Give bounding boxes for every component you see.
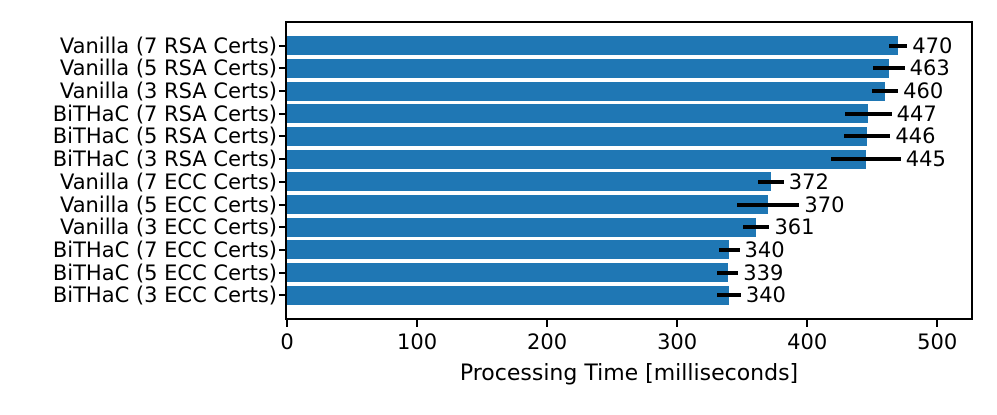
bar-value-label: 340 [744,237,785,262]
error-bar [718,247,740,252]
error-bar [736,202,800,207]
bar [287,195,769,215]
y-tick-label: BiTHaC (3 ECC Certs) [52,283,277,308]
y-tick-label: BiTHaC (7 RSA Certs) [52,101,277,126]
y-tick [279,158,287,161]
y-tick-label: BiTHaC (5 ECC Certs) [52,260,277,285]
plot-area: 470 463 460 447 446 445 372 370 361 340 339 340 [287,23,971,318]
y-tick-label: BiTHaC (7 ECC Certs) [52,237,277,262]
error-bar [743,225,770,230]
bar-value-label: 446 [895,124,936,149]
bar [287,149,866,169]
bar [287,285,730,305]
bar-value-label: 339 [743,260,784,285]
y-tick [279,180,287,183]
x-tick-label: 500 [917,330,958,354]
x-tick [416,318,419,327]
bar-value-label: 445 [905,147,946,172]
y-tick [279,135,287,138]
error-bar [757,179,784,184]
y-tick-label: Vanilla (3 ECC Certs) [59,215,277,240]
error-bar [843,134,891,139]
error-bar [844,111,892,116]
y-tick-label: Vanilla (5 RSA Certs) [59,56,277,81]
bar [287,240,730,260]
y-tick [279,203,287,206]
error-bar [717,270,739,275]
bar [287,36,899,56]
x-tick-label: 200 [527,330,568,354]
error-bar [717,293,741,298]
error-bar [873,66,905,71]
y-tick [279,294,287,297]
y-tick-label: Vanilla (5 ECC Certs) [59,192,277,217]
y-tick [279,44,287,47]
x-tick-label: 300 [657,330,698,354]
bar-value-label: 470 [912,33,953,58]
bar [287,58,890,78]
y-tick-label: Vanilla (7 RSA Certs) [59,33,277,58]
y-tick-label: Vanilla (7 ECC Certs) [59,169,277,194]
bar-value-label: 463 [909,56,950,81]
bar-value-label: 340 [745,283,786,308]
y-tick-label: Vanilla (3 RSA Certs) [59,79,277,104]
x-tick [936,318,939,327]
bar-value-label: 361 [774,215,815,240]
bar-value-label: 370 [804,192,845,217]
x-tick [546,318,549,327]
error-bar [872,89,899,94]
bar-value-label: 460 [903,79,944,104]
x-tick-label: 0 [280,330,294,354]
bar-value-label: 372 [788,169,829,194]
bar-value-label: 447 [896,101,937,126]
y-tick [279,271,287,274]
x-axis-label: Processing Time [milliseconds] [459,361,799,386]
y-tick-label: BiTHaC (3 RSA Certs) [52,147,277,172]
y-tick [279,112,287,115]
x-tick [806,318,809,327]
y-tick [279,90,287,93]
error-bar [830,157,901,162]
y-tick [279,67,287,70]
x-tick [676,318,679,327]
y-tick [279,226,287,229]
x-tick [286,318,288,327]
error-bar [889,43,908,48]
bar [287,104,869,124]
y-tick [279,248,287,251]
x-tick-label: 100 [396,330,438,354]
y-tick-label: BiTHaC (5 RSA Certs) [52,124,277,149]
bar [287,126,867,146]
bar [287,172,771,192]
bar [287,263,728,283]
x-tick-label: 400 [787,330,828,354]
bar [287,81,886,101]
bar [287,217,757,237]
